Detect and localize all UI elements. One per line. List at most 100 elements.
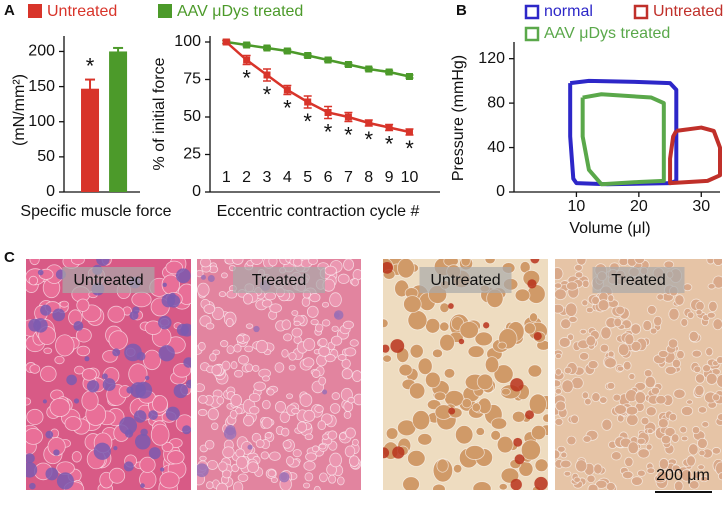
point	[324, 109, 332, 116]
cell	[686, 455, 696, 467]
cell	[330, 335, 343, 346]
cell	[402, 476, 420, 490]
cell	[218, 461, 228, 472]
cell	[424, 371, 441, 389]
cell	[75, 328, 92, 343]
cell	[646, 428, 654, 435]
x-tick-label: 20	[630, 198, 648, 215]
cell	[306, 305, 319, 318]
stain	[119, 416, 138, 435]
cell	[349, 339, 359, 347]
cell	[209, 353, 217, 362]
cell	[630, 340, 642, 352]
y-tick-label: 200	[28, 43, 55, 60]
cell	[584, 397, 592, 406]
stain	[158, 315, 172, 330]
cell	[566, 435, 577, 446]
y-tick-label: 80	[487, 94, 505, 111]
cell	[232, 481, 244, 490]
cell	[693, 471, 701, 480]
cell	[324, 265, 337, 276]
cell	[243, 414, 255, 427]
cell	[216, 482, 229, 490]
label-box	[233, 267, 325, 293]
cell	[222, 469, 232, 479]
cell	[673, 388, 686, 399]
cell	[599, 396, 608, 404]
cell	[108, 330, 128, 351]
x-axis-label: Volume (μl)	[569, 220, 650, 237]
cell	[581, 391, 589, 400]
cell	[574, 264, 583, 272]
cell	[573, 476, 581, 483]
cell	[345, 427, 356, 439]
bar	[109, 51, 128, 193]
cell	[221, 360, 231, 371]
cell	[301, 297, 311, 307]
cell	[398, 363, 413, 377]
stain	[136, 351, 146, 361]
cell	[630, 323, 642, 335]
cell	[29, 259, 40, 266]
stain	[483, 322, 490, 329]
legend-label: AAV μDys treated	[177, 3, 303, 20]
cell	[311, 445, 320, 453]
cell	[581, 299, 589, 307]
stain	[52, 308, 66, 322]
cell	[628, 373, 636, 380]
cell	[443, 368, 456, 379]
cell	[197, 383, 206, 393]
legend-swatch	[633, 4, 649, 20]
y-axis-label: (mN/mm²)	[11, 74, 28, 146]
cell	[233, 344, 242, 353]
cell	[407, 310, 428, 331]
cell	[557, 445, 566, 453]
cell	[383, 318, 389, 329]
cell	[324, 354, 336, 363]
cell	[235, 448, 245, 458]
y-axis-label: Pressure (mmHg)	[450, 55, 467, 181]
cell	[694, 384, 705, 397]
stain	[84, 356, 90, 362]
cell	[642, 319, 653, 332]
cell	[236, 334, 245, 343]
cell	[337, 273, 350, 285]
cell	[229, 409, 238, 419]
cell	[199, 259, 212, 268]
point	[263, 44, 271, 52]
stain	[334, 312, 340, 318]
cell	[285, 456, 295, 466]
y-tick-label: 150	[28, 78, 55, 95]
image-label: Treated	[611, 272, 666, 289]
significance: *	[385, 131, 394, 156]
stain	[26, 453, 35, 464]
cell	[288, 364, 296, 371]
cell	[264, 432, 273, 439]
cell	[698, 449, 706, 457]
cell	[686, 311, 695, 319]
cell	[582, 435, 592, 443]
cell	[476, 373, 494, 391]
histology-image: Treated	[555, 259, 722, 490]
cell	[555, 353, 562, 360]
cell	[303, 460, 316, 471]
cell	[244, 345, 254, 353]
cell	[688, 330, 699, 342]
cell	[622, 360, 632, 371]
cell	[682, 283, 693, 292]
cell	[336, 476, 345, 486]
stain	[225, 424, 236, 436]
cell	[321, 319, 331, 327]
cell	[712, 259, 722, 266]
cell	[637, 469, 646, 477]
cell	[484, 356, 500, 374]
cell	[230, 361, 238, 370]
cell	[585, 306, 594, 314]
cell	[293, 320, 301, 327]
cell	[220, 340, 229, 348]
stain	[185, 379, 191, 389]
cell	[341, 368, 353, 380]
cell	[274, 362, 285, 373]
cell	[671, 464, 681, 472]
cell	[706, 311, 716, 319]
